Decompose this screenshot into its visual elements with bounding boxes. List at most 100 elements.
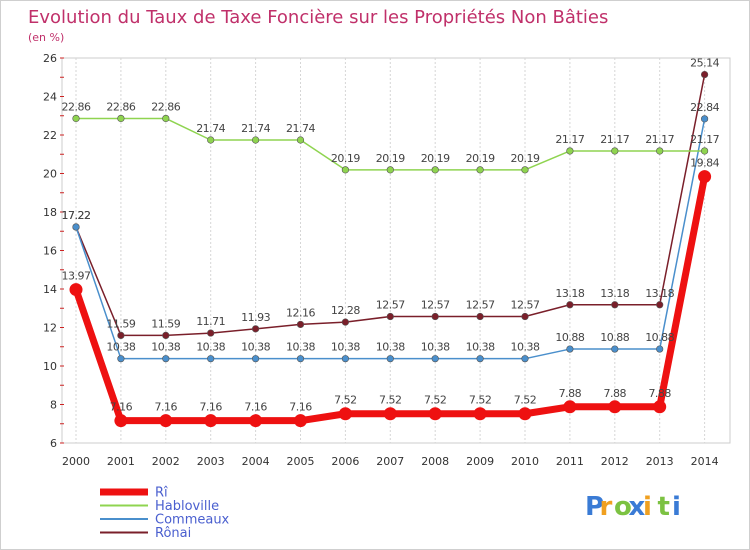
label-Commeaux-2006: 10.38 xyxy=(331,341,360,354)
x-tick-2007: 2007 xyxy=(376,455,404,468)
point-Habloville-2005 xyxy=(296,136,305,144)
point-Commeaux-2001 xyxy=(117,355,125,363)
logo-letter-1: r xyxy=(600,492,613,522)
label-Commeaux-2011: 10.88 xyxy=(555,331,584,344)
label-Habloville-2004: 21.74 xyxy=(241,122,270,135)
label-Commeaux-2000: 17.22 xyxy=(62,209,91,222)
logo-letter-0: P xyxy=(585,492,604,522)
label-Commeaux-2001: 10.38 xyxy=(106,341,135,354)
point-Rônai-2005 xyxy=(296,320,305,329)
point-Habloville-2009 xyxy=(476,166,484,174)
point-Rî-2004 xyxy=(249,414,263,428)
point-Commeaux-2004 xyxy=(252,355,260,363)
series-lines xyxy=(69,70,712,428)
label-Habloville-2000: 22.86 xyxy=(62,100,91,113)
point-Rônai-2001 xyxy=(117,331,125,339)
point-Rî-2012 xyxy=(608,400,622,414)
label-Rî-2006: 7.52 xyxy=(334,394,357,407)
plot-frame xyxy=(61,57,731,444)
label-Habloville-2001: 22.86 xyxy=(106,100,135,113)
label-Habloville-2012: 21.17 xyxy=(600,133,629,146)
point-Commeaux-2003 xyxy=(207,355,215,363)
label-Habloville-2003: 21.74 xyxy=(196,122,225,135)
point-Rî-2005 xyxy=(294,414,307,428)
point-Habloville-2001 xyxy=(117,114,125,123)
point-Rônai-2009 xyxy=(476,312,484,321)
point-Commeaux-2006 xyxy=(341,355,350,363)
x-tick-2002: 2002 xyxy=(152,455,180,468)
label-Habloville-2010: 20.19 xyxy=(511,152,540,165)
label-Commeaux-2007: 10.38 xyxy=(376,341,405,354)
point-Commeaux-2008 xyxy=(431,355,439,363)
legend-label-Commeaux: Commeaux xyxy=(155,513,230,528)
label-Rônai-2005: 12.16 xyxy=(286,306,315,319)
label-Habloville-2007: 20.19 xyxy=(376,152,405,165)
label-Habloville-2013: 21.17 xyxy=(645,133,674,146)
x-tick-2001: 2001 xyxy=(107,455,135,468)
label-Habloville-2008: 20.19 xyxy=(421,152,450,165)
x-tick-2003: 2003 xyxy=(197,455,225,468)
x-tick-2011: 2011 xyxy=(556,455,584,468)
label-Rônai-2003: 11.71 xyxy=(196,315,225,328)
label-Commeaux-2005: 10.38 xyxy=(286,341,315,354)
label-Rônai-2001: 11.59 xyxy=(106,317,135,330)
logo-letter-5: t xyxy=(658,492,670,522)
point-Commeaux-2014 xyxy=(700,115,709,123)
point-Rônai-2012 xyxy=(611,301,619,309)
point-Habloville-2007 xyxy=(386,166,394,174)
point-Rônai-2003 xyxy=(207,329,215,337)
point-Commeaux-2010 xyxy=(521,355,529,363)
axes: 2000 2001 2002 2003 2004 2005 2006 2007 2008 2009… xyxy=(43,52,719,468)
y-tick-10: 10 xyxy=(43,360,57,373)
x-tick-2013: 2013 xyxy=(646,455,674,468)
label-Rî-2014: 19.84 xyxy=(690,157,719,170)
data-labels: 17.22 11.59 11.59 11.71 11.93 12.16 12.28 12.57… xyxy=(62,57,721,414)
chart-title: Evolution du Taux de Taxe Foncière sur l… xyxy=(28,7,608,28)
point-Rî-2006 xyxy=(338,407,352,421)
label-Rônai-2002: 11.59 xyxy=(151,317,180,330)
point-Rônai-2004 xyxy=(252,325,260,333)
legend-label-Rônai: Rônai xyxy=(155,526,191,541)
point-Commeaux-2013 xyxy=(656,345,664,353)
logo-letter-3: x xyxy=(629,492,646,522)
legend-label-Habloville: Habloville xyxy=(155,499,219,514)
label-Rî-2007: 7.52 xyxy=(379,394,402,407)
y-axis-label: (en %) xyxy=(28,31,64,44)
label-Rônai-2013: 13.18 xyxy=(645,287,674,300)
label-Rônai-2012: 13.18 xyxy=(600,287,629,300)
y-tick-16: 16 xyxy=(43,245,57,258)
point-Habloville-2008 xyxy=(431,166,439,174)
label-Commeaux-2013: 10.88 xyxy=(645,331,674,344)
label-Habloville-2011: 21.17 xyxy=(555,133,584,146)
label-Rî-2003: 7.16 xyxy=(199,401,222,414)
point-Rî-2010 xyxy=(518,407,532,421)
x-tick-2005: 2005 xyxy=(287,455,315,468)
x-tick-2006: 2006 xyxy=(331,455,359,468)
point-Rî-2013 xyxy=(653,400,667,414)
label-Rî-2009: 7.52 xyxy=(469,394,492,407)
x-tick-2010: 2010 xyxy=(511,455,539,468)
point-Rônai-2013 xyxy=(656,301,664,309)
point-Habloville-2002 xyxy=(162,114,170,123)
y-tick-20: 20 xyxy=(43,168,57,181)
y-tick-8: 8 xyxy=(50,399,57,412)
label-Rî-2002: 7.16 xyxy=(155,401,178,414)
y-tick-14: 14 xyxy=(43,283,57,296)
label-Rônai-2008: 12.57 xyxy=(421,299,450,312)
point-Rônai-2014 xyxy=(700,70,709,79)
label-Rî-2008: 7.52 xyxy=(424,394,447,407)
point-Commeaux-2007 xyxy=(386,355,394,363)
point-Rî-2009 xyxy=(473,407,487,421)
label-Habloville-2002: 22.86 xyxy=(151,100,180,113)
y-tick-22: 22 xyxy=(43,129,57,142)
label-Rî-2010: 7.52 xyxy=(514,394,537,407)
label-Rî-2004: 7.16 xyxy=(244,401,267,414)
x-tick-2012: 2012 xyxy=(601,455,629,468)
logo-letter-2: o xyxy=(614,492,632,522)
label-Rî-2013: 7.88 xyxy=(648,387,671,400)
point-Habloville-2004 xyxy=(252,136,260,144)
point-Rônai-2010 xyxy=(521,312,529,321)
